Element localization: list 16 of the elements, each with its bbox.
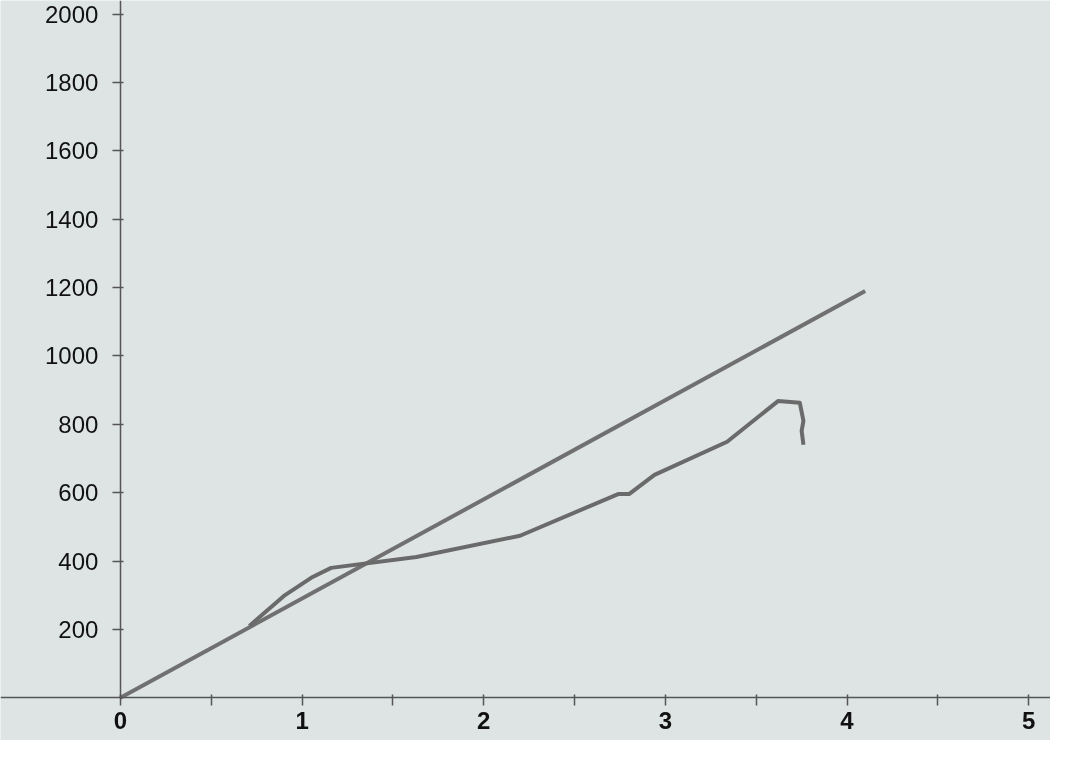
x-tick-label: 1 (295, 706, 309, 734)
y-tick-label: 400 (58, 547, 99, 575)
y-tick-label: 1800 (45, 69, 99, 97)
y-tick-label: 1600 (45, 137, 99, 165)
x-tick-label: 5 (1022, 706, 1036, 734)
y-tick-label: 2000 (45, 0, 99, 28)
y-tick-label: 1400 (45, 205, 99, 233)
y-tick-label: 600 (58, 479, 99, 507)
x-tick-label: 0 (113, 706, 128, 734)
y-tick-label: 1000 (45, 342, 99, 370)
x-tick-label: 4 (840, 706, 855, 734)
y-tick-label: 200 (58, 615, 99, 643)
x-tick-label: 3 (658, 706, 673, 734)
y-tick-label: 1200 (45, 274, 99, 302)
y-tick-label: 800 (58, 410, 99, 438)
x-tick-label: 2 (477, 706, 491, 734)
